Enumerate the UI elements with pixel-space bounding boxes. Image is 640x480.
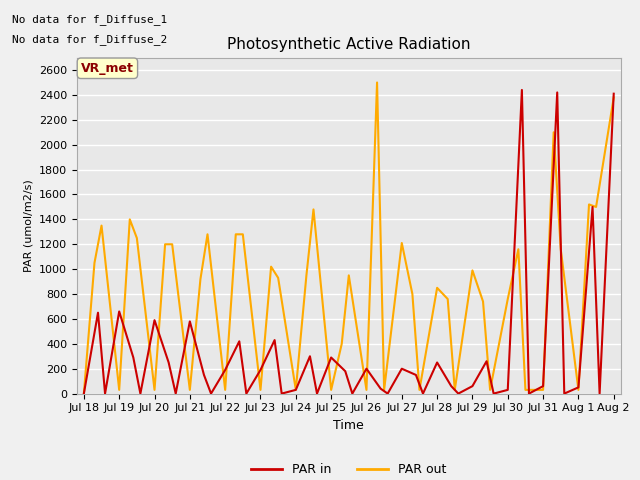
X-axis label: Time: Time: [333, 419, 364, 432]
Text: No data for f_Diffuse_1: No data for f_Diffuse_1: [12, 14, 167, 25]
Text: VR_met: VR_met: [81, 62, 134, 75]
Title: Photosynthetic Active Radiation: Photosynthetic Active Radiation: [227, 37, 470, 52]
Y-axis label: PAR (umol/m2/s): PAR (umol/m2/s): [23, 179, 33, 272]
Legend: PAR in, PAR out: PAR in, PAR out: [246, 458, 451, 480]
Text: No data for f_Diffuse_2: No data for f_Diffuse_2: [12, 34, 167, 45]
